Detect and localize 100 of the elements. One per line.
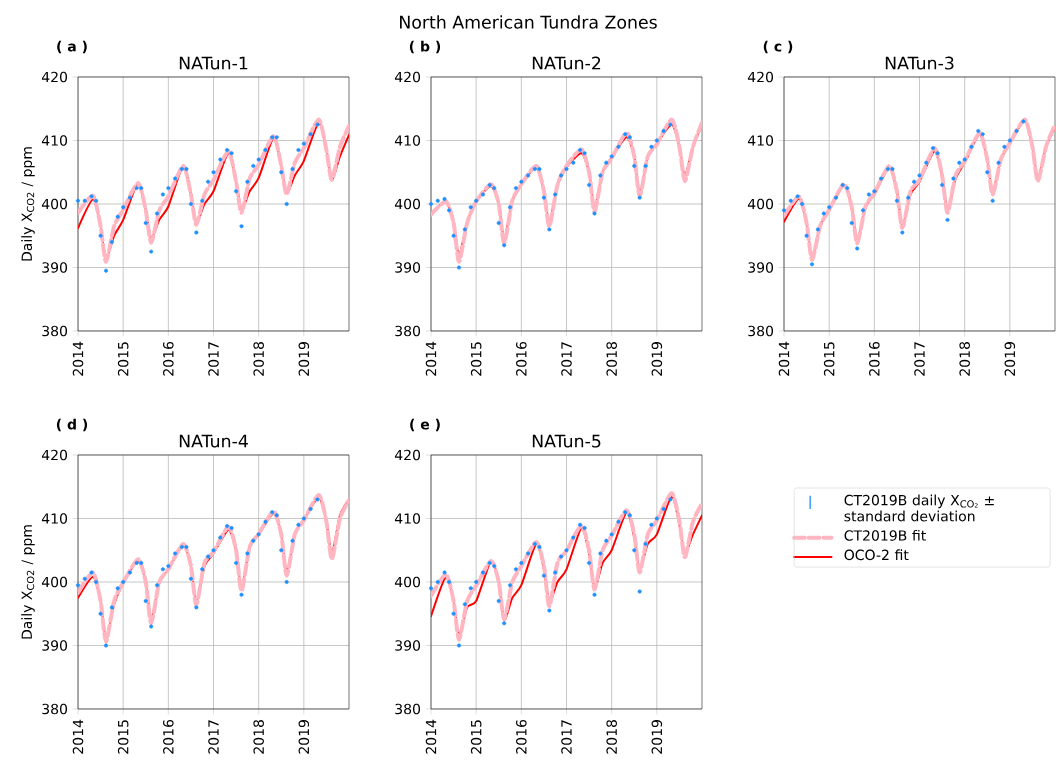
point: [643, 541, 648, 546]
point: [149, 249, 154, 254]
point: [541, 195, 546, 200]
y-axis-title: Daily X$_{CO2}$ / ppm: [21, 147, 35, 261]
point: [435, 198, 440, 203]
point: [451, 233, 456, 238]
point: [990, 198, 995, 203]
point: [571, 535, 576, 540]
point: [447, 579, 452, 584]
text: ( c ): [763, 40, 793, 54]
point: [532, 167, 537, 172]
point: [519, 179, 524, 184]
y-tick-label: 410: [394, 513, 421, 524]
point: [649, 144, 654, 149]
point: [179, 545, 184, 550]
point: [866, 192, 871, 197]
point: [637, 589, 642, 594]
y-tick-label: 410: [41, 135, 68, 146]
point: [532, 541, 537, 546]
point: [239, 592, 244, 597]
x-tick-label: 2015: [823, 342, 835, 376]
point: [468, 586, 473, 591]
point: [604, 160, 609, 165]
x-tick-label: 2017: [914, 342, 925, 376]
point: [435, 579, 440, 584]
point: [234, 560, 239, 565]
point: [559, 173, 564, 178]
point: [827, 205, 832, 210]
y-tick-label: 380: [748, 325, 774, 337]
y-tick-label: 410: [394, 135, 421, 146]
point: [160, 567, 165, 572]
x-tick-label: 2015: [117, 720, 129, 754]
point: [637, 195, 642, 200]
point: [239, 224, 244, 229]
point: [82, 198, 87, 203]
point: [616, 144, 621, 149]
point: [804, 233, 809, 238]
point: [492, 564, 497, 569]
point: [492, 186, 497, 191]
chart-title: NATun-4: [179, 434, 248, 448]
point: [917, 173, 922, 178]
point: [553, 570, 558, 575]
point: [632, 548, 637, 553]
point: [218, 535, 223, 540]
point: [502, 621, 507, 626]
x-tick-label: 2019: [651, 720, 663, 754]
point: [582, 151, 587, 156]
point: [1007, 138, 1012, 143]
x-tick-label: 2019: [651, 342, 663, 376]
point: [245, 551, 250, 556]
point: [115, 586, 120, 591]
point: [284, 579, 289, 584]
point: [487, 182, 492, 187]
point: [496, 221, 501, 226]
point: [623, 510, 628, 515]
point: [308, 506, 313, 511]
point: [284, 201, 289, 206]
point: [274, 135, 279, 140]
chart-title: NATun-3: [885, 56, 954, 70]
point: [578, 148, 583, 153]
x-tick-label: 2014: [425, 341, 437, 376]
point: [211, 170, 216, 175]
point: [429, 201, 434, 206]
point: [127, 570, 132, 575]
point: [906, 195, 911, 200]
point: [587, 560, 592, 565]
point: [616, 519, 621, 524]
point: [627, 513, 632, 518]
point: [587, 182, 592, 187]
point: [256, 532, 261, 537]
point: [935, 151, 940, 156]
point: [496, 599, 501, 604]
legend-label: OCO-2 fit: [844, 549, 909, 561]
text: North American Tundra Zones: [400, 15, 657, 29]
point: [840, 182, 845, 187]
legend-label: CT2019B fit: [844, 529, 926, 541]
text: ( e ): [410, 418, 440, 432]
point: [571, 160, 576, 165]
point: [598, 551, 603, 556]
point: [623, 132, 628, 137]
point: [229, 151, 234, 156]
text: ( a ): [57, 40, 87, 54]
point: [985, 170, 990, 175]
point: [211, 548, 216, 553]
point: [206, 179, 211, 184]
point: [553, 192, 558, 197]
point: [951, 176, 956, 181]
point: [924, 160, 929, 165]
point: [654, 138, 659, 143]
point: [270, 510, 275, 515]
x-tick-label: 2017: [561, 720, 572, 754]
x-tick-label: 2016: [516, 719, 527, 754]
point: [598, 173, 603, 178]
y-tick-label: 400: [394, 576, 421, 588]
x-tick-label: 2018: [959, 342, 970, 376]
point: [279, 170, 284, 175]
point: [155, 583, 160, 588]
point: [480, 570, 485, 575]
point: [788, 198, 793, 203]
x-tick-label: 2014: [72, 341, 84, 376]
